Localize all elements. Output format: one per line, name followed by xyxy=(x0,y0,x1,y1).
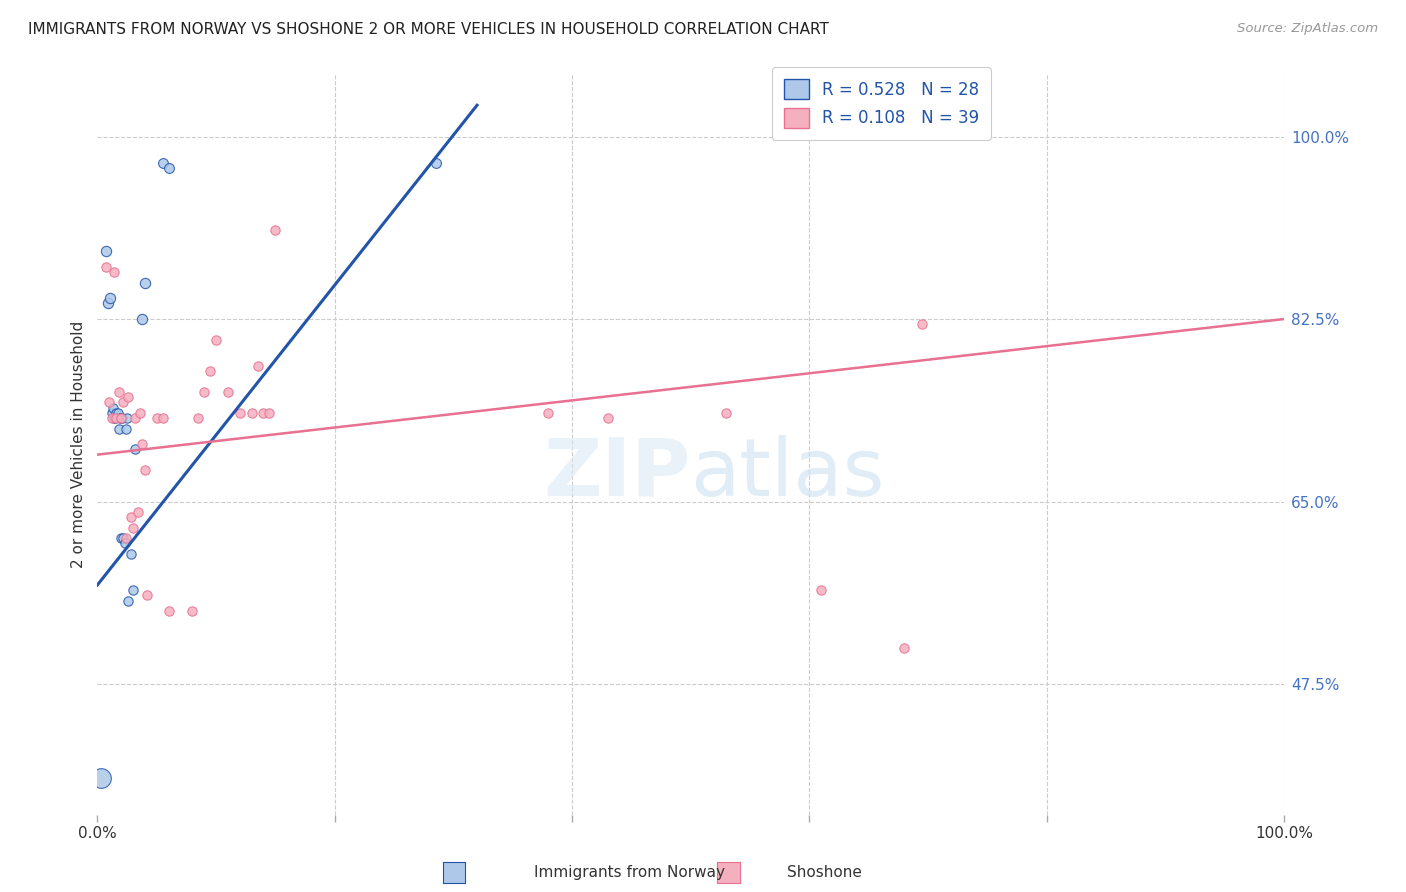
Point xyxy=(596,411,619,425)
Point xyxy=(181,604,204,618)
Point xyxy=(120,510,142,524)
Point xyxy=(97,296,120,310)
Text: Shoshone: Shoshone xyxy=(787,865,862,880)
Point xyxy=(131,312,153,326)
Point xyxy=(124,411,146,425)
Point xyxy=(117,593,139,607)
Point xyxy=(198,364,221,378)
Point xyxy=(157,161,180,175)
Point xyxy=(124,442,146,457)
Point xyxy=(537,406,560,420)
Point xyxy=(110,531,132,545)
Point xyxy=(127,505,149,519)
Point xyxy=(90,771,112,785)
Point xyxy=(157,604,180,618)
Point xyxy=(134,276,156,290)
Point xyxy=(112,395,135,409)
Point xyxy=(112,531,135,545)
Point xyxy=(98,395,121,409)
Point xyxy=(100,411,122,425)
Point xyxy=(94,244,117,259)
Point xyxy=(229,406,252,420)
Point xyxy=(105,406,128,420)
Legend: R = 0.528   N = 28, R = 0.108   N = 39: R = 0.528 N = 28, R = 0.108 N = 39 xyxy=(772,68,991,140)
Point xyxy=(152,155,174,169)
Point xyxy=(110,411,132,425)
Point xyxy=(425,155,447,169)
Point xyxy=(101,401,124,415)
Point xyxy=(893,640,915,655)
Point xyxy=(152,411,174,425)
Point xyxy=(103,411,125,425)
Point xyxy=(115,411,138,425)
Point xyxy=(94,260,117,274)
Text: Immigrants from Norway: Immigrants from Norway xyxy=(534,865,725,880)
Text: IMMIGRANTS FROM NORWAY VS SHOSHONE 2 OR MORE VEHICLES IN HOUSEHOLD CORRELATION C: IMMIGRANTS FROM NORWAY VS SHOSHONE 2 OR … xyxy=(28,22,830,37)
Point xyxy=(246,359,269,373)
Point xyxy=(108,411,131,425)
Point xyxy=(105,411,128,425)
Point xyxy=(100,406,122,420)
Point xyxy=(193,385,215,400)
Point xyxy=(240,406,263,420)
Point xyxy=(122,521,145,535)
Y-axis label: 2 or more Vehicles in Household: 2 or more Vehicles in Household xyxy=(72,320,86,568)
Point xyxy=(217,385,239,400)
Point xyxy=(205,333,228,347)
Point xyxy=(136,589,159,603)
Point xyxy=(134,463,156,477)
Point xyxy=(107,406,129,420)
Point xyxy=(107,385,129,400)
Point xyxy=(114,536,136,550)
Point xyxy=(107,421,129,435)
Point xyxy=(114,421,136,435)
Point xyxy=(716,406,738,420)
Point xyxy=(104,411,127,425)
Point xyxy=(187,411,209,425)
Point xyxy=(129,406,152,420)
Point xyxy=(114,531,136,545)
Point xyxy=(100,291,122,305)
Point xyxy=(120,547,142,561)
Point xyxy=(911,318,934,332)
Point xyxy=(117,390,139,404)
Text: Source: ZipAtlas.com: Source: ZipAtlas.com xyxy=(1237,22,1378,36)
Text: atlas: atlas xyxy=(690,434,884,513)
Point xyxy=(110,411,132,425)
Point xyxy=(145,411,167,425)
Point xyxy=(122,583,145,598)
Point xyxy=(103,265,125,279)
Point xyxy=(810,583,832,598)
Text: ZIP: ZIP xyxy=(543,434,690,513)
Point xyxy=(252,406,274,420)
Point xyxy=(131,437,153,451)
Point xyxy=(259,406,281,420)
Point xyxy=(111,411,134,425)
Point xyxy=(264,223,287,237)
